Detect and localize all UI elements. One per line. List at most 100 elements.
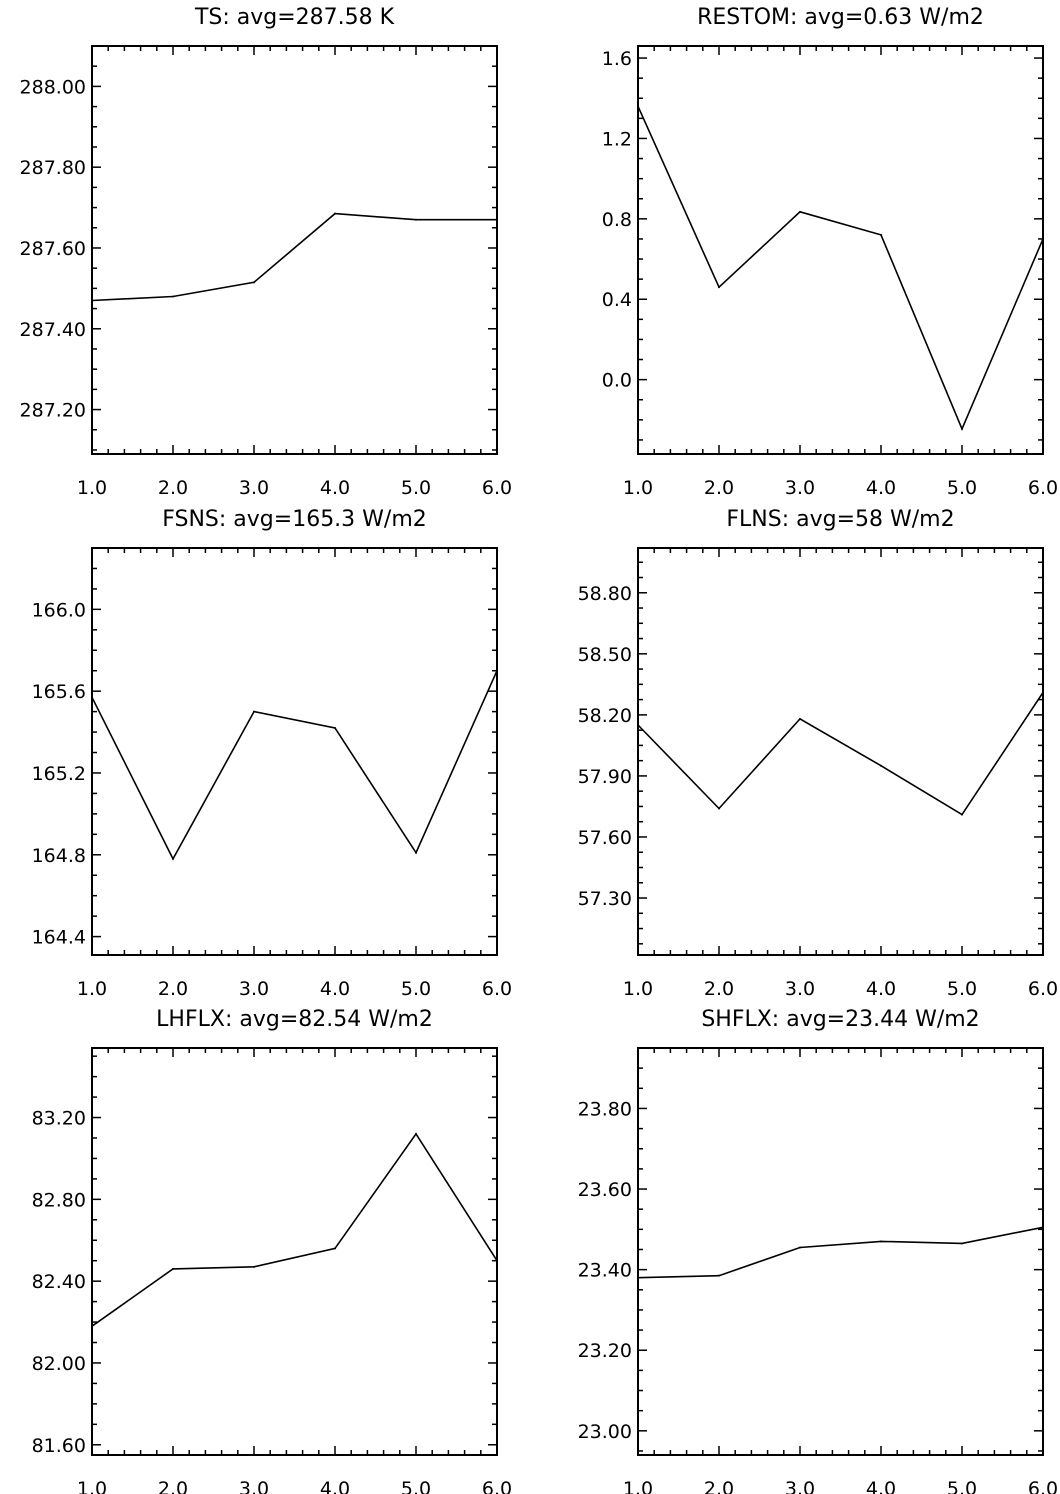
x-tick-label: 5.0 — [401, 477, 431, 499]
plot-frame — [637, 45, 1044, 455]
data-point — [799, 210, 801, 213]
series-line-ts — [91, 212, 497, 302]
plot-frame — [637, 1047, 1044, 1456]
x-tick-label: 4.0 — [866, 477, 896, 499]
y-tick-label: 287.20 — [20, 400, 86, 422]
data-point — [1042, 1226, 1044, 1229]
x-tick-label: 4.0 — [320, 978, 350, 1000]
y-tick-label: 82.80 — [32, 1189, 86, 1211]
panel-title-flns: FLNS: avg=58 W/m2 — [726, 507, 954, 532]
data-point — [961, 427, 963, 430]
y-tick-label: 287.60 — [20, 238, 86, 260]
data-point — [718, 807, 720, 810]
data-point — [172, 295, 174, 298]
x-tick-label: 6.0 — [1028, 1478, 1058, 1494]
data-point — [334, 726, 336, 729]
x-tick-label: 2.0 — [158, 978, 188, 1000]
x-tick-label: 2.0 — [704, 477, 734, 499]
data-point — [880, 764, 882, 767]
data-point — [496, 1259, 498, 1262]
data-point — [961, 813, 963, 816]
x-tick-label: 5.0 — [947, 477, 977, 499]
panel-fsns: FSNS: avg=165.3 W/m2 1.0 2.0 3.0 4.0 5.0 6.0 16… — [32, 507, 513, 1000]
data-point — [91, 299, 93, 302]
y-tick-label: 23.80 — [578, 1098, 632, 1120]
x-tick-label: 1.0 — [77, 1478, 107, 1494]
data-point — [415, 851, 417, 854]
panel-lhflx: LHFLX: avg=82.54 W/m2 1.0 2.0 3.0 4.0 5.0 6.0 8… — [32, 1007, 513, 1494]
y-tick-label: 164.4 — [32, 927, 86, 949]
y-tick-label: 58.80 — [578, 583, 632, 605]
x-tick-label: 5.0 — [401, 1478, 431, 1494]
x-tick-label: 2.0 — [158, 1478, 188, 1494]
data-point — [172, 1267, 174, 1270]
panel-title-fsns: FSNS: avg=165.3 W/m2 — [162, 507, 427, 532]
x-tick-label: 3.0 — [239, 477, 269, 499]
data-point — [253, 710, 255, 713]
data-point — [637, 1276, 639, 1279]
y-tick-label: 58.50 — [578, 644, 632, 666]
data-point — [1042, 691, 1044, 694]
data-point — [253, 281, 255, 284]
data-point — [718, 1274, 720, 1277]
y-tick-label: 287.40 — [20, 319, 86, 341]
x-tick-label: 6.0 — [482, 477, 512, 499]
y-tick-label: 165.2 — [32, 763, 86, 785]
x-tick-label: 2.0 — [158, 477, 188, 499]
data-point — [1042, 237, 1044, 240]
panel-title-ts: TS: avg=287.58 K — [194, 5, 395, 30]
x-tick-label: 2.0 — [704, 1478, 734, 1494]
data-point — [415, 1132, 417, 1135]
plot-frame — [637, 547, 1044, 956]
y-tick-label: 287.80 — [20, 157, 86, 179]
data-point — [415, 218, 417, 221]
y-tick-label: 23.00 — [578, 1421, 632, 1443]
y-tick-label: 166.0 — [32, 599, 86, 621]
data-point — [961, 1242, 963, 1245]
x-tick-label: 3.0 — [239, 978, 269, 1000]
series-line-restom — [637, 105, 1044, 431]
y-tick-label: 57.60 — [578, 827, 632, 849]
y-tick-label: 23.60 — [578, 1179, 632, 1201]
x-tick-label: 1.0 — [77, 978, 107, 1000]
x-tick-label: 5.0 — [947, 1478, 977, 1494]
panel-flns: FLNS: avg=58 W/m2 1.0 2.0 3.0 4.0 5.0 6.0 57.30… — [578, 507, 1059, 1000]
x-tick-label: 1.0 — [77, 477, 107, 499]
x-tick-label: 1.0 — [623, 1478, 653, 1494]
data-point — [880, 1240, 882, 1243]
x-tick-label: 4.0 — [320, 477, 350, 499]
x-tick-label: 1.0 — [623, 978, 653, 1000]
y-tick-label: 23.20 — [578, 1340, 632, 1362]
data-point — [91, 1325, 93, 1328]
y-tick-label: 165.6 — [32, 681, 86, 703]
series-line-shflx — [637, 1226, 1044, 1279]
y-tick-label: 57.30 — [578, 888, 632, 910]
plot-frame — [91, 547, 498, 956]
y-tick-label: 1.2 — [602, 128, 632, 150]
data-point — [496, 218, 498, 221]
y-tick-label: 0.0 — [602, 370, 632, 392]
panel-title-lhflx: LHFLX: avg=82.54 W/m2 — [156, 1007, 433, 1032]
y-tick-label: 23.40 — [578, 1260, 632, 1282]
data-point — [91, 696, 93, 699]
x-tick-label: 6.0 — [482, 1478, 512, 1494]
x-tick-label: 3.0 — [785, 978, 815, 1000]
panel-shflx: SHFLX: avg=23.44 W/m2 1.0 2.0 3.0 4.0 5.0 6.0 2… — [578, 1007, 1059, 1494]
data-point — [799, 717, 801, 720]
x-tick-label: 1.0 — [623, 477, 653, 499]
y-tick-label: 0.4 — [602, 289, 632, 311]
y-tick-label: 81.60 — [32, 1435, 86, 1457]
series-line-flns — [637, 692, 1044, 816]
panel-restom: RESTOM: avg=0.63 W/m2 1.0 2.0 3.0 4.0 5.0 6.0 0… — [602, 5, 1058, 499]
y-tick-label: 288.00 — [20, 76, 86, 98]
y-tick-label: 82.40 — [32, 1271, 86, 1293]
x-tick-label: 3.0 — [239, 1478, 269, 1494]
x-tick-label: 6.0 — [1028, 477, 1058, 499]
data-point — [718, 286, 720, 289]
y-tick-label: 1.6 — [602, 48, 632, 70]
plot-frame — [91, 45, 498, 455]
y-tick-label: 82.00 — [32, 1353, 86, 1375]
x-tick-label: 3.0 — [785, 1478, 815, 1494]
y-tick-label: 0.8 — [602, 209, 632, 231]
